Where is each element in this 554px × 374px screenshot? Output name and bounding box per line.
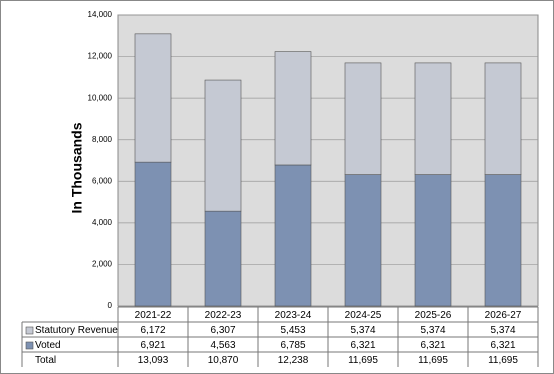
table-cell: 6,321 bbox=[490, 340, 515, 351]
table-cell: 4,563 bbox=[210, 340, 235, 351]
y-axis-label: In Thousands bbox=[69, 122, 85, 213]
legend-swatch bbox=[25, 341, 34, 350]
legend-swatch bbox=[25, 326, 34, 335]
table-cell: 11,695 bbox=[418, 355, 448, 366]
table-cell: 5,374 bbox=[350, 325, 375, 336]
x-tick-label: 2025-26 bbox=[415, 310, 452, 321]
table-cell: 6,321 bbox=[350, 340, 375, 351]
y-tick-label: 14,000 bbox=[88, 10, 113, 19]
y-tick-label: 10,000 bbox=[88, 93, 113, 102]
table-cell: 5,453 bbox=[280, 325, 305, 336]
table-cell: 6,921 bbox=[140, 340, 165, 351]
bar-segment bbox=[344, 174, 382, 307]
bar-segment bbox=[414, 62, 452, 175]
bar-segment bbox=[484, 62, 522, 175]
bar-segment bbox=[484, 174, 522, 307]
legend-label: Voted bbox=[35, 340, 61, 351]
y-tick-label: 12,000 bbox=[88, 52, 113, 61]
table-cell: 6,321 bbox=[420, 340, 445, 351]
bar-segment bbox=[204, 210, 242, 307]
y-tick-label: 2,000 bbox=[92, 260, 113, 269]
bar-segment bbox=[344, 62, 382, 175]
x-tick-label: 2026-27 bbox=[485, 310, 522, 321]
plot-area bbox=[117, 14, 539, 307]
y-tick-label: 4,000 bbox=[92, 218, 113, 227]
table-cell: 6,172 bbox=[140, 325, 165, 336]
y-tick-label: 8,000 bbox=[92, 135, 113, 144]
x-tick-label: 2024-25 bbox=[345, 310, 382, 321]
bar-segment bbox=[274, 164, 312, 307]
x-tick-label: 2023-24 bbox=[275, 310, 312, 321]
table-cell: 6,785 bbox=[280, 340, 305, 351]
table-cell: 12,238 bbox=[278, 355, 309, 366]
bar-segment bbox=[414, 174, 452, 307]
table-cell: 5,374 bbox=[490, 325, 515, 336]
y-tick-label: 0 bbox=[108, 301, 113, 310]
bar-segment bbox=[274, 51, 312, 166]
total-label: Total bbox=[35, 355, 56, 366]
bar-segment bbox=[134, 33, 172, 163]
x-tick-label: 2021-22 bbox=[135, 310, 172, 321]
bar-segment bbox=[134, 161, 172, 307]
table-cell: 10,870 bbox=[208, 355, 239, 366]
table-cell: 11,695 bbox=[488, 355, 518, 366]
table-cell: 6,307 bbox=[210, 325, 235, 336]
table-cell: 5,374 bbox=[420, 325, 445, 336]
legend-label: Statutory Revenue bbox=[35, 325, 118, 336]
table-cell: 11,695 bbox=[348, 355, 378, 366]
x-tick-label: 2022-23 bbox=[205, 310, 242, 321]
bar-segment bbox=[204, 79, 242, 212]
table-cell: 13,093 bbox=[138, 355, 169, 366]
y-tick-label: 6,000 bbox=[92, 176, 113, 185]
